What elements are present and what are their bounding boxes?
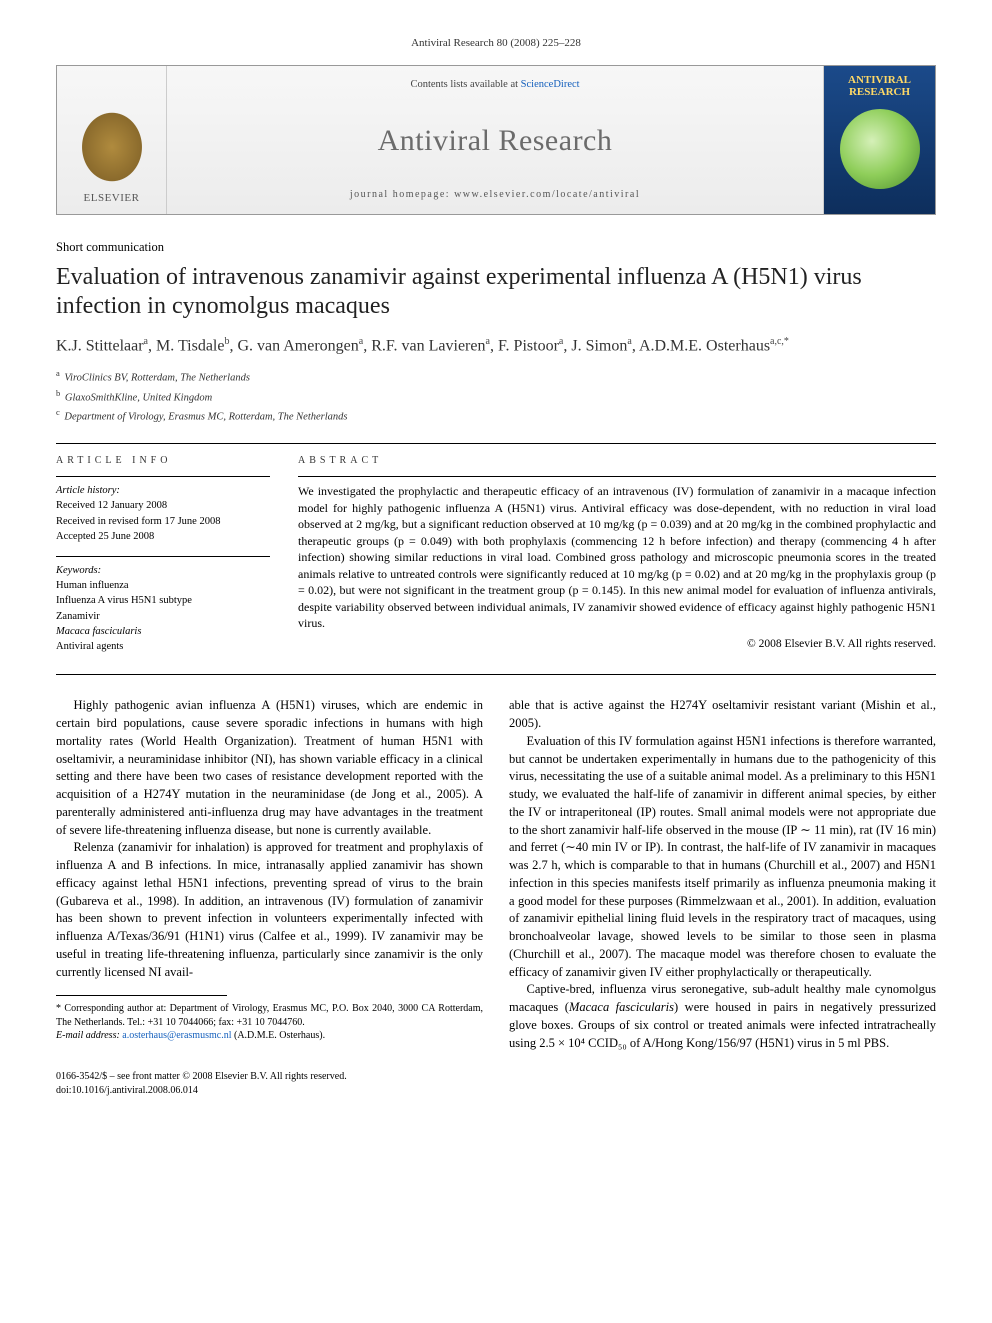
footnote-rule	[56, 995, 227, 996]
abstract-heading: ABSTRACT	[298, 454, 936, 468]
footnote-email-line: E-mail address: a.osterhaus@erasmusmc.nl…	[56, 1029, 483, 1043]
abstract-column: ABSTRACT We investigated the prophylacti…	[298, 454, 936, 666]
abstract-text: We investigated the prophylactic and the…	[298, 476, 936, 632]
doi-line: doi:10.1016/j.antiviral.2008.06.014	[56, 1084, 936, 1098]
history-line: Received in revised form 17 June 2008	[56, 514, 270, 529]
front-matter-line: 0166-3542/$ – see front matter © 2008 El…	[56, 1070, 936, 1084]
affiliation: a ViroClinics BV, Rotterdam, The Netherl…	[56, 367, 936, 386]
homepage-line: journal homepage: www.elsevier.com/locat…	[350, 188, 640, 202]
email-label: E-mail address:	[56, 1030, 122, 1041]
homepage-label: journal homepage:	[350, 189, 454, 200]
keywords-label: Keywords:	[56, 563, 270, 578]
keyword: Macaca fascicularis	[56, 624, 270, 639]
corresponding-author-footnote: * Corresponding author at: Department of…	[56, 1002, 483, 1043]
body-paragraph: Evaluation of this IV formulation agains…	[509, 733, 936, 982]
journal-name: Antiviral Research	[378, 120, 613, 162]
publisher-name: ELSEVIER	[84, 191, 140, 206]
info-abstract-row: ARTICLE INFO Article history: Received 1…	[56, 443, 936, 666]
publisher-logo-block: ELSEVIER	[57, 66, 167, 214]
body-paragraph: Highly pathogenic avian influenza A (H5N…	[56, 697, 483, 839]
author-list: K.J. Stittelaara, M. Tisdaleb, G. van Am…	[56, 335, 936, 357]
keyword-lines: Human influenzaInfluenza A virus H5N1 su…	[56, 578, 270, 654]
abstract-copyright: © 2008 Elsevier B.V. All rights reserved…	[298, 636, 936, 652]
affiliation: c Department of Virology, Erasmus MC, Ro…	[56, 406, 936, 425]
section-divider	[56, 674, 936, 675]
keyword: Human influenza	[56, 578, 270, 593]
body-paragraph: Captive-bred, influenza virus seronegati…	[509, 981, 936, 1052]
sciencedirect-link[interactable]: ScienceDirect	[521, 79, 580, 90]
elsevier-tree-icon	[77, 107, 147, 187]
masthead-center: Contents lists available at ScienceDirec…	[167, 66, 823, 214]
affiliation-list: a ViroClinics BV, Rotterdam, The Netherl…	[56, 367, 936, 425]
cover-title: ANTIVIRAL RESEARCH	[828, 74, 931, 98]
history-line: Received 12 January 2008	[56, 498, 270, 513]
history-line: Accepted 25 June 2008	[56, 529, 270, 544]
email-link[interactable]: a.osterhaus@erasmusmc.nl	[122, 1030, 231, 1041]
article-history-block: Article history: Received 12 January 200…	[56, 476, 270, 544]
affiliation: b GlaxoSmithKline, United Kingdom	[56, 387, 936, 406]
history-lines: Received 12 January 2008Received in revi…	[56, 498, 270, 544]
journal-masthead: ELSEVIER Contents lists available at Sci…	[56, 65, 936, 215]
homepage-url[interactable]: www.elsevier.com/locate/antiviral	[454, 189, 640, 200]
email-suffix: (A.D.M.E. Osterhaus).	[231, 1030, 325, 1041]
page-footer: 0166-3542/$ – see front matter © 2008 El…	[56, 1070, 936, 1097]
history-label: Article history:	[56, 483, 270, 498]
cover-thumb: ANTIVIRAL RESEARCH	[823, 66, 935, 214]
body-paragraph: Relenza (zanamivir for inhalation) is ap…	[56, 839, 483, 981]
article-info-heading: ARTICLE INFO	[56, 454, 270, 468]
keyword: Antiviral agents	[56, 639, 270, 654]
keyword: Influenza A virus H5N1 subtype	[56, 593, 270, 608]
article-title: Evaluation of intravenous zanamivir agai…	[56, 263, 936, 322]
body-paragraph: able that is active against the H274Y os…	[509, 697, 936, 733]
running-head: Antiviral Research 80 (2008) 225–228	[56, 36, 936, 51]
article-info-column: ARTICLE INFO Article history: Received 1…	[56, 454, 270, 666]
keywords-block: Keywords: Human influenzaInfluenza A vir…	[56, 556, 270, 654]
article-type: Short communication	[56, 239, 936, 257]
body-columns: Highly pathogenic avian influenza A (H5N…	[56, 697, 936, 1052]
contents-line: Contents lists available at ScienceDirec…	[410, 78, 579, 93]
cover-art-icon	[840, 109, 920, 189]
contents-prefix: Contents lists available at	[410, 79, 520, 90]
keyword: Zanamivir	[56, 609, 270, 624]
footnote-corr: * Corresponding author at: Department of…	[56, 1002, 483, 1029]
